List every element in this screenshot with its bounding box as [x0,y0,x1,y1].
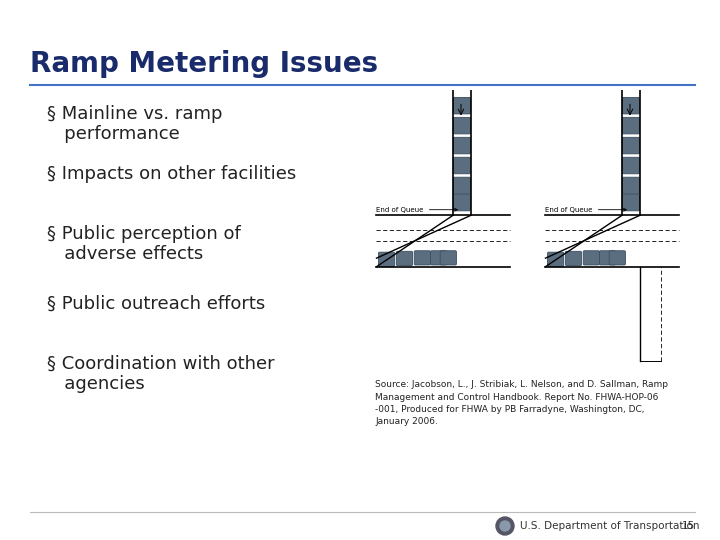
FancyBboxPatch shape [622,177,639,194]
Text: performance: performance [47,125,180,143]
Text: Ramp Metering Issues: Ramp Metering Issues [30,50,378,78]
Text: § Public perception of: § Public perception of [47,225,240,243]
FancyBboxPatch shape [453,157,470,174]
FancyBboxPatch shape [565,251,582,266]
Text: § Coordination with other: § Coordination with other [47,355,274,373]
FancyBboxPatch shape [622,117,639,134]
Circle shape [496,517,514,535]
FancyBboxPatch shape [440,251,456,265]
FancyBboxPatch shape [379,252,395,266]
Text: § Public outreach efforts: § Public outreach efforts [47,295,265,313]
FancyBboxPatch shape [453,137,470,154]
FancyBboxPatch shape [622,97,639,114]
Text: agencies: agencies [47,375,145,393]
Text: adverse effects: adverse effects [47,245,203,263]
FancyBboxPatch shape [453,194,470,211]
FancyBboxPatch shape [547,252,564,266]
FancyBboxPatch shape [453,97,470,114]
FancyBboxPatch shape [609,251,626,265]
FancyBboxPatch shape [600,251,616,265]
FancyBboxPatch shape [622,157,639,174]
Circle shape [500,521,510,531]
Text: § Impacts on other facilities: § Impacts on other facilities [47,165,296,183]
FancyBboxPatch shape [453,117,470,134]
FancyBboxPatch shape [414,251,431,265]
Text: Source: Jacobson, L., J. Stribiak, L. Nelson, and D. Sallman, Ramp
Management an: Source: Jacobson, L., J. Stribiak, L. Ne… [375,380,668,427]
Text: End of Queue: End of Queue [546,207,626,213]
Text: § Mainline vs. ramp: § Mainline vs. ramp [47,105,222,123]
Text: End of Queue: End of Queue [377,207,457,213]
FancyBboxPatch shape [453,177,470,194]
FancyBboxPatch shape [622,137,639,154]
FancyBboxPatch shape [396,251,413,266]
FancyBboxPatch shape [622,194,639,211]
FancyBboxPatch shape [431,251,446,265]
Text: U.S. Department of Transportation: U.S. Department of Transportation [520,521,700,531]
FancyBboxPatch shape [583,251,600,265]
Text: 15: 15 [682,521,695,531]
